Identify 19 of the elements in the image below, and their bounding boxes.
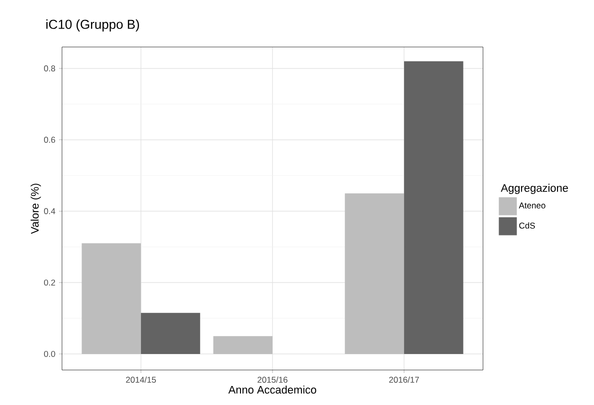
y-tick-label: 0.6 bbox=[44, 136, 56, 143]
bar bbox=[82, 243, 141, 354]
legend-label: Ateneo bbox=[518, 202, 546, 208]
x-axis-title: Anno Accademico bbox=[228, 386, 316, 394]
x-tick-label: 2015/16 bbox=[258, 376, 288, 383]
y-tick-label: 0.4 bbox=[44, 208, 56, 214]
legend-title: Aggregazione bbox=[500, 184, 568, 194]
bar bbox=[344, 193, 404, 354]
y-axis-title: Valore (%) bbox=[30, 184, 41, 234]
y-tick-label: 0.8 bbox=[44, 65, 56, 72]
chart-title: iC10 (Gruppo B) bbox=[46, 19, 139, 32]
x-tick-label: 2016/17 bbox=[389, 376, 419, 383]
legend-label: CdS bbox=[519, 222, 535, 229]
bar bbox=[140, 312, 200, 354]
x-tick-label: 2014/15 bbox=[126, 376, 156, 383]
bar bbox=[213, 336, 273, 354]
bar bbox=[404, 61, 464, 354]
y-tick-label: 0.0 bbox=[44, 350, 56, 357]
y-tick-label: 0.2 bbox=[44, 280, 56, 286]
